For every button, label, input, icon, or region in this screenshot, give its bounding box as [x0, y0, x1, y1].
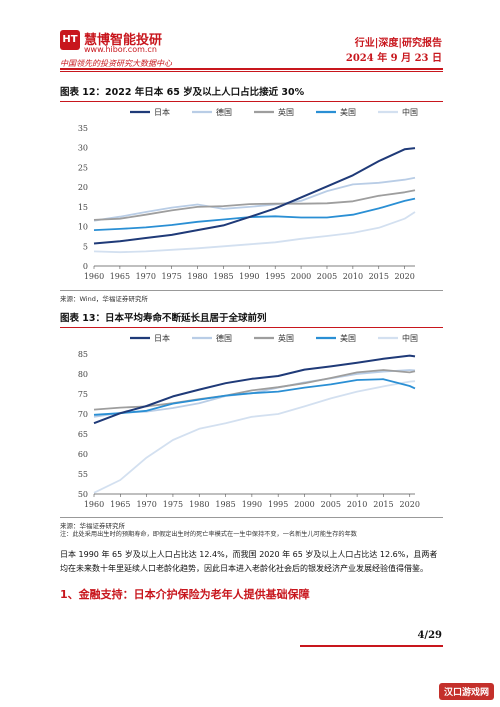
header-rule-thin — [60, 71, 443, 72]
figure12-source: 来源：Wind，华福证券研究所 — [60, 290, 443, 303]
series-line-4 — [93, 211, 416, 254]
series-line-3 — [93, 197, 416, 231]
figure13-title: 图表 13：日本平均寿命不断延长且居于全球前列 — [60, 310, 443, 328]
logo-mark: HT — [60, 30, 80, 50]
legend-label: 德国 — [216, 107, 232, 117]
series-line-1 — [93, 369, 416, 418]
figure12-chart: 0 5 10 15 20 25 30 35 1960 1965 1970 1975 1980 1985 19… — [78, 107, 418, 281]
y-tick-label: 15 — [78, 203, 88, 212]
legend-label: 中国 — [402, 333, 418, 343]
x-tick-label: 1960 — [84, 272, 104, 281]
x-tick-label: 1975 — [163, 500, 183, 509]
x-tick-label: 2010 — [343, 272, 363, 281]
legend-label: 日本 — [154, 107, 170, 117]
report-date: 2024 年 9 月 23 日 — [345, 53, 442, 64]
doc-type: 行业|深度|研究报告 — [354, 38, 442, 49]
x-tick-label: 2020 — [394, 272, 414, 281]
y-tick-label: 50 — [78, 490, 88, 499]
figure13-source: 来源：华福证券研究所 — [60, 517, 443, 530]
x-tick-label: 1965 — [110, 272, 130, 281]
logo-url[interactable]: www.hibor.com.cn — [84, 45, 157, 54]
legend-label: 美国 — [340, 333, 356, 343]
x-tick-label: 2010 — [347, 500, 367, 509]
y-tick-label: 70 — [78, 410, 88, 419]
legend-label: 德国 — [216, 333, 232, 343]
x-tick-label: 2020 — [400, 500, 420, 509]
series-line-0 — [93, 354, 416, 425]
series-line-2 — [93, 369, 416, 411]
x-tick-label: 2005 — [317, 272, 337, 281]
y-tick-label: 35 — [78, 124, 88, 133]
legend-label: 美国 — [340, 107, 356, 117]
x-tick-label: 2005 — [321, 500, 341, 509]
tagline: 中国领先的投资研究大数据中心 — [60, 59, 172, 68]
figure13-note: 注：此处采用出生时的预期寿命，即假定出生时的死亡率模式在一生中保持不变，一名新生… — [60, 531, 357, 538]
body-paragraph: 日本 1990 年 65 岁及以上人口占比达 12.4%，而我国 2020 年 … — [60, 550, 438, 573]
x-tick-label: 1980 — [189, 500, 209, 509]
logo-name: 慧博智能投研 — [84, 33, 163, 48]
y-tick-label: 10 — [78, 223, 88, 232]
x-tick-label: 2015 — [373, 500, 393, 509]
y-tick-label: 75 — [78, 390, 88, 399]
series-line-0 — [93, 147, 416, 245]
legend-label: 日本 — [154, 333, 170, 343]
y-tick-label: 5 — [83, 242, 88, 251]
y-tick-label: 80 — [78, 370, 88, 379]
x-tick-label: 1960 — [84, 500, 104, 509]
x-tick-label: 1970 — [136, 272, 156, 281]
legend-label: 英国 — [278, 107, 294, 117]
x-tick-label: 1970 — [136, 500, 156, 509]
section-heading: 1、金融支持：日本介护保险为老年人提供基础保障 — [60, 588, 310, 601]
series-line-1 — [93, 176, 416, 222]
series-line-2 — [93, 189, 416, 221]
series-line-3 — [93, 378, 416, 416]
figure12-title: 图表 12：2022 年日本 65 岁及以上人口占比接近 30% — [60, 84, 443, 102]
x-tick-label: 1985 — [213, 272, 233, 281]
y-tick-label: 85 — [78, 350, 88, 359]
y-tick-label: 55 — [78, 470, 88, 479]
legend-label: 英国 — [278, 333, 294, 343]
y-tick-label: 30 — [78, 144, 88, 153]
x-tick-label: 2015 — [369, 272, 389, 281]
y-tick-label: 20 — [78, 183, 88, 192]
header-rule — [60, 68, 443, 70]
x-tick-label: 2000 — [291, 272, 311, 281]
y-tick-label: 25 — [78, 163, 88, 172]
y-tick-label: 65 — [78, 430, 88, 439]
x-tick-label: 1990 — [242, 500, 262, 509]
footer-rule — [300, 645, 443, 647]
x-tick-label: 1985 — [215, 500, 235, 509]
x-tick-label: 1990 — [239, 272, 259, 281]
x-tick-label: 1995 — [265, 272, 285, 281]
x-tick-label: 1980 — [187, 272, 207, 281]
x-tick-label: 1975 — [161, 272, 181, 281]
y-tick-label: 0 — [83, 262, 88, 271]
legend-label: 中国 — [402, 107, 418, 117]
series-line-4 — [93, 380, 416, 494]
x-tick-label: 1995 — [268, 500, 288, 509]
y-tick-label: 60 — [78, 450, 88, 459]
x-tick-label: 2000 — [294, 500, 314, 509]
watermark: 汉口游戏网 — [438, 683, 494, 700]
page-number: 4/29 — [417, 630, 442, 641]
x-tick-label: 1965 — [110, 500, 130, 509]
figure13-chart: 50 55 60 65 70 75 80 85 1960 1965 1970 1975 1980 1985… — [78, 333, 420, 509]
